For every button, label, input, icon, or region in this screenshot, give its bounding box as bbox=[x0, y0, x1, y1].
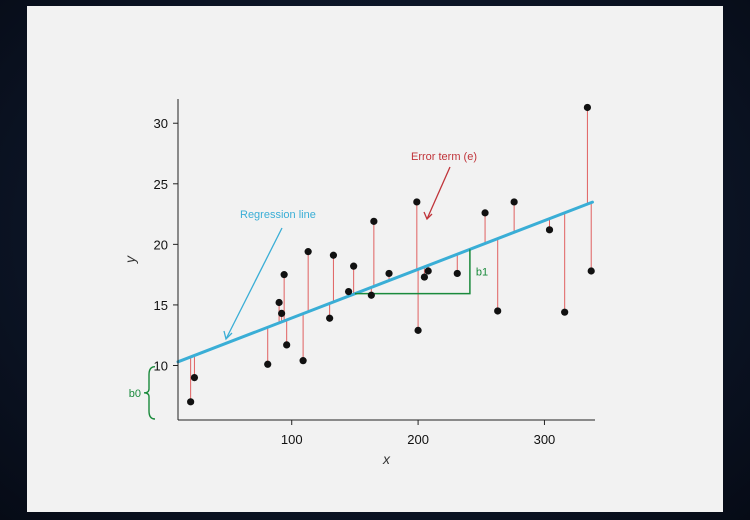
data-point-7 bbox=[299, 357, 307, 365]
data-point-19 bbox=[424, 267, 432, 275]
data-point-16 bbox=[413, 198, 421, 206]
data-point-27 bbox=[587, 267, 595, 275]
y-tick-label-25: 25 bbox=[154, 177, 168, 192]
data-point-14 bbox=[370, 217, 378, 225]
x-axis-title: x bbox=[382, 451, 391, 467]
data-point-0 bbox=[187, 398, 195, 406]
data-point-20 bbox=[453, 269, 461, 278]
data-point-24 bbox=[545, 226, 554, 234]
data-point-23 bbox=[510, 198, 518, 206]
regression-label-pointer bbox=[225, 227, 283, 340]
data-point-11 bbox=[344, 288, 353, 296]
intercept-label: b0 bbox=[129, 388, 141, 400]
data-point-9 bbox=[326, 314, 334, 322]
data-point-25 bbox=[561, 308, 569, 316]
error-label-arrowhead bbox=[423, 211, 433, 221]
error-term-label: Error term (e) bbox=[411, 151, 477, 163]
data-point-15 bbox=[385, 269, 393, 278]
y-tick-label-30: 30 bbox=[154, 116, 168, 131]
y-tick-label-10: 10 bbox=[154, 358, 168, 373]
error-label-pointer bbox=[426, 166, 451, 220]
data-point-12 bbox=[350, 262, 358, 270]
data-point-10 bbox=[329, 251, 338, 259]
data-point-1 bbox=[190, 374, 199, 382]
scatter-chart: 100 200 300 10 15 20 25 30 x y Regression line Err… bbox=[122, 99, 595, 467]
y-axis-title: y bbox=[122, 255, 138, 264]
data-point-18 bbox=[420, 273, 429, 281]
data-point-26 bbox=[583, 103, 592, 112]
data-point-8 bbox=[304, 248, 312, 256]
slope-triangle bbox=[354, 249, 471, 295]
data-point-5 bbox=[280, 271, 288, 279]
slope-label: b1 bbox=[476, 267, 488, 279]
y-tick-label-20: 20 bbox=[154, 237, 168, 252]
data-point-13 bbox=[367, 291, 375, 299]
data-point-17 bbox=[414, 326, 422, 334]
x-tick-label-200: 200 bbox=[407, 432, 429, 447]
regression-label-arrowhead bbox=[223, 330, 233, 341]
regression-line bbox=[176, 200, 594, 364]
x-tick-label-300: 300 bbox=[534, 432, 556, 447]
y-tick-label-15: 15 bbox=[154, 298, 168, 313]
data-point-22 bbox=[494, 307, 502, 315]
data-point-3 bbox=[275, 298, 283, 307]
regression-line-label: Regression line bbox=[240, 209, 316, 221]
intercept-brace bbox=[143, 366, 156, 420]
data-point-6 bbox=[283, 341, 291, 349]
data-point-4 bbox=[278, 309, 286, 318]
x-tick-label-100: 100 bbox=[281, 432, 303, 447]
data-point-2 bbox=[264, 360, 272, 368]
chart-panel: 100 200 300 10 15 20 25 30 x y Regression line Err… bbox=[27, 6, 723, 512]
data-point-21 bbox=[481, 209, 489, 217]
